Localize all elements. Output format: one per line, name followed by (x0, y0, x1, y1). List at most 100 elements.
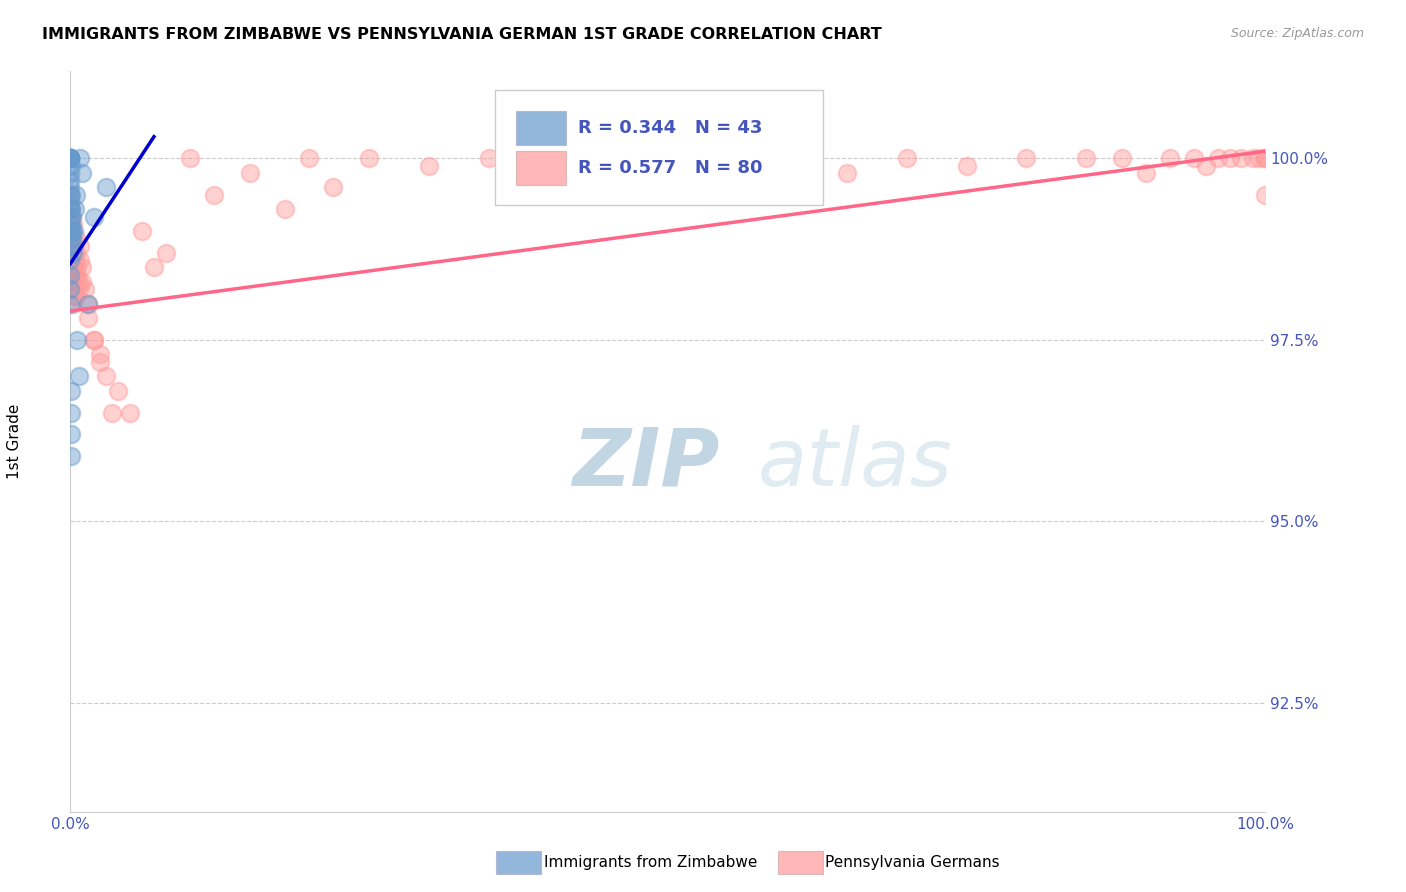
Point (59, 238, 82, 252)
Point (66, 268, 89, 282)
Point (1219, 152, 1241, 166)
Point (60, 449, 83, 463)
Point (66, 260, 89, 275)
Point (67, 369, 90, 384)
Point (62, 231, 84, 245)
Point (1254, 152, 1277, 166)
Point (239, 166, 262, 180)
Point (59, 152, 82, 166)
Text: Pennsylvania Germans: Pennsylvania Germans (825, 855, 1000, 870)
Point (956, 159, 979, 173)
Text: 1st Grade: 1st Grade (7, 404, 22, 479)
Point (59, 152, 82, 166)
Point (66, 333, 89, 347)
Point (63, 224, 86, 238)
Point (59, 202, 82, 217)
Point (69, 152, 91, 166)
Point (77, 311, 100, 326)
Point (77, 296, 100, 310)
Point (62, 238, 84, 252)
Point (63, 253, 86, 268)
Point (359, 152, 381, 166)
Point (63, 282, 86, 296)
Point (65, 289, 87, 303)
Point (65, 231, 87, 245)
Point (65, 187, 87, 202)
Point (60, 245, 83, 260)
Point (62, 245, 84, 260)
Point (131, 224, 153, 238)
Point (1159, 152, 1181, 166)
Point (1249, 152, 1271, 166)
Point (537, 173, 560, 187)
Point (59, 224, 82, 238)
Text: Immigrants from Zimbabwe: Immigrants from Zimbabwe (544, 855, 758, 870)
Point (1230, 152, 1253, 166)
Point (101, 405, 124, 419)
Point (70, 166, 93, 180)
Point (418, 159, 440, 173)
Point (96, 369, 118, 384)
Point (60, 210, 83, 224)
Point (69, 238, 91, 252)
Point (63, 289, 86, 303)
Point (63, 238, 86, 252)
Point (83, 210, 105, 224)
Point (63, 260, 86, 275)
Text: atlas: atlas (758, 425, 952, 503)
Point (1182, 152, 1205, 166)
Point (107, 384, 129, 398)
Point (59, 282, 82, 296)
Text: R = 0.577   N = 80: R = 0.577 N = 80 (578, 160, 762, 178)
Text: R = 0.344   N = 43: R = 0.344 N = 43 (578, 120, 762, 137)
Point (59, 159, 82, 173)
Point (59, 152, 82, 166)
Point (60, 210, 83, 224)
Text: IMMIGRANTS FROM ZIMBABWE VS PENNSYLVANIA GERMAN 1ST GRADE CORRELATION CHART: IMMIGRANTS FROM ZIMBABWE VS PENNSYLVANIA… (42, 27, 882, 42)
Point (63, 268, 86, 282)
Point (1111, 152, 1133, 166)
Point (63, 202, 86, 217)
Point (59, 384, 82, 398)
Point (143, 260, 166, 275)
Point (155, 245, 177, 260)
Point (65, 245, 87, 260)
Point (59, 238, 82, 252)
Point (62, 260, 84, 275)
Point (59, 187, 82, 202)
Point (896, 152, 918, 166)
Point (60, 217, 83, 231)
Point (1076, 152, 1098, 166)
Point (59, 187, 82, 202)
Point (274, 202, 297, 217)
Point (1243, 152, 1265, 166)
Point (1254, 152, 1277, 166)
Point (70, 260, 93, 275)
Point (67, 282, 90, 296)
Point (59, 173, 82, 187)
Point (96, 180, 118, 194)
Point (59, 210, 82, 224)
Point (69, 253, 91, 268)
FancyBboxPatch shape (516, 112, 567, 145)
Point (59, 187, 82, 202)
Point (59, 210, 82, 224)
Text: Source: ZipAtlas.com: Source: ZipAtlas.com (1230, 27, 1364, 40)
Point (598, 152, 620, 166)
Point (1195, 159, 1218, 173)
Point (1254, 187, 1277, 202)
Point (59, 202, 82, 217)
Point (60, 224, 83, 238)
Point (89, 354, 111, 368)
Point (60, 427, 83, 442)
Point (83, 333, 105, 347)
Point (322, 180, 344, 194)
Point (59, 224, 82, 238)
Point (717, 152, 740, 166)
Point (62, 224, 84, 238)
Point (59, 405, 82, 419)
Point (60, 260, 83, 275)
Point (67, 275, 90, 289)
Point (837, 166, 859, 180)
Point (298, 152, 321, 166)
